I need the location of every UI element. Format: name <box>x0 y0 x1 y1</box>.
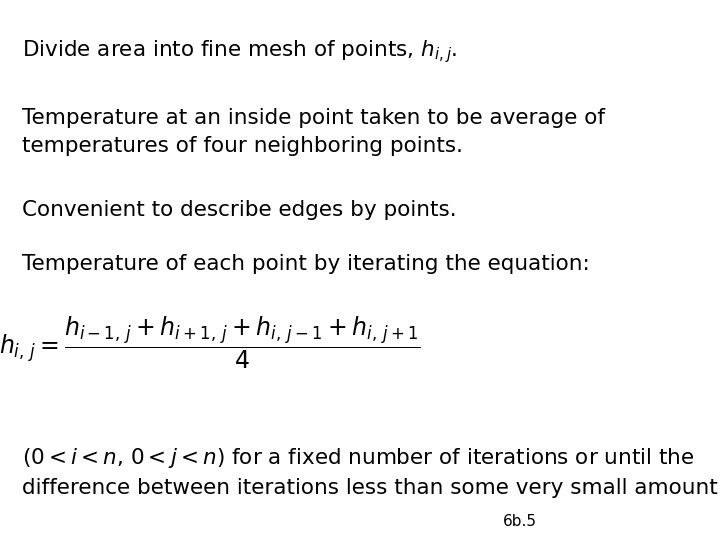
Text: Temperature at an inside point taken to be average of
temperatures of four neigh: Temperature at an inside point taken to … <box>22 108 605 156</box>
Text: Divide area into fine mesh of points, $h_{i,j}$.: Divide area into fine mesh of points, $h… <box>22 38 457 65</box>
Text: $(0 < i < n$, $0 < j < n)$ for a fixed number of iterations or until the
differe: $(0 < i < n$, $0 < j < n)$ for a fixed n… <box>22 446 720 497</box>
Text: 6b.5: 6b.5 <box>503 514 536 529</box>
Text: Temperature of each point by iterating the equation:: Temperature of each point by iterating t… <box>22 254 590 274</box>
Text: $h_{i,\,j} = \dfrac{h_{i-1,\,j} + h_{i+1,\,j} + h_{i,\,j-1} + h_{i,\,j+1}}{4}$: $h_{i,\,j} = \dfrac{h_{i-1,\,j} + h_{i+1… <box>0 315 421 371</box>
Text: Convenient to describe edges by points.: Convenient to describe edges by points. <box>22 200 456 220</box>
